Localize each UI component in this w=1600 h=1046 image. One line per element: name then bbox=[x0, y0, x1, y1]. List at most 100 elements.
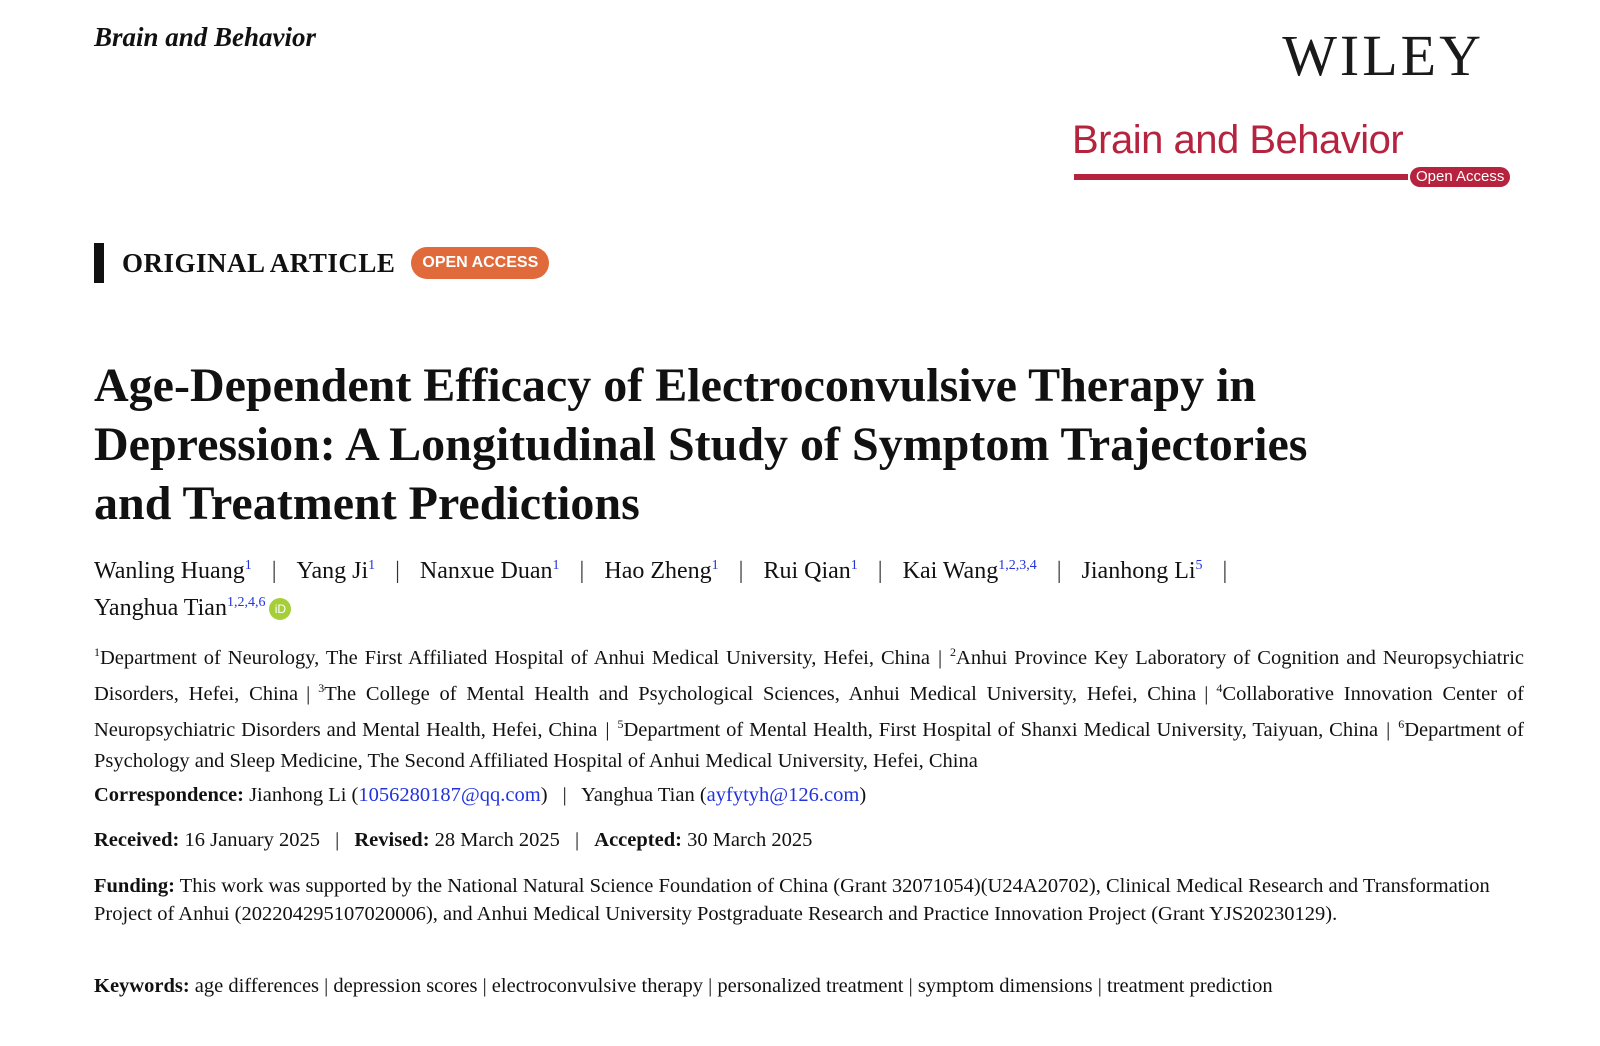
journal-logo-open-access: Open Access bbox=[1410, 167, 1511, 187]
author[interactable]: Wanling Huang1 bbox=[94, 558, 252, 584]
separator: | bbox=[324, 975, 329, 997]
author-separator: | bbox=[1222, 558, 1228, 584]
author[interactable]: Hao Zheng1 bbox=[604, 558, 718, 584]
separator: | bbox=[562, 784, 567, 806]
separator: | bbox=[908, 975, 913, 997]
correspondence-author: Jianhong Li ( bbox=[249, 784, 359, 806]
received-label: Received: bbox=[94, 829, 180, 851]
keyword: age differences bbox=[194, 975, 320, 997]
article-type-marker bbox=[94, 243, 104, 283]
separator: | bbox=[482, 975, 487, 997]
title-line: Depression: A Longitudinal Study of Symp… bbox=[94, 418, 1308, 471]
separator: | bbox=[708, 975, 713, 997]
author-separator: | bbox=[738, 558, 744, 584]
accepted-date: 30 March 2025 bbox=[687, 829, 813, 851]
author-name: Jianhong Li bbox=[1081, 558, 1196, 584]
author-affiliation-ref[interactable]: 1 bbox=[244, 558, 252, 573]
author[interactable]: Nanxue Duan1 bbox=[420, 558, 560, 584]
keyword: treatment prediction bbox=[1107, 975, 1273, 997]
author[interactable]: Kai Wang1,2,3,4 bbox=[903, 558, 1037, 584]
funding-text: This work was supported by the National … bbox=[94, 875, 1490, 925]
separator: | bbox=[605, 719, 610, 742]
author[interactable]: Rui Qian1 bbox=[763, 558, 857, 584]
affiliation-number: 5 bbox=[617, 717, 624, 732]
email-link[interactable]: 1056280187@qq.com bbox=[358, 784, 541, 806]
keyword: symptom dimensions bbox=[917, 975, 1093, 997]
accepted-label: Accepted: bbox=[594, 829, 682, 851]
affiliations: 1Department of Neurology, The First Affi… bbox=[94, 637, 1524, 776]
article-type: ORIGINAL ARTICLE OPEN ACCESS bbox=[94, 243, 550, 283]
author[interactable]: Yang Ji1 bbox=[297, 558, 376, 584]
affiliation: 6Department of Psychology and Sleep Medi… bbox=[94, 717, 1524, 772]
dates: Received: 16 January 2025 | Revised: 28 … bbox=[94, 826, 1514, 854]
author-name: Wanling Huang bbox=[94, 558, 245, 584]
article-type-label: ORIGINAL ARTICLE bbox=[122, 247, 396, 278]
keyword: depression scores bbox=[333, 975, 478, 997]
affiliation: 3The College of Mental Health and Psycho… bbox=[318, 681, 1197, 706]
separator: | bbox=[575, 829, 580, 851]
affiliation-text: Anhui Province Key Laboratory of Cogniti… bbox=[94, 646, 1524, 706]
author-affiliation-ref[interactable]: 1,2,3,4 bbox=[998, 558, 1037, 573]
affiliation: 2Anhui Province Key Laboratory of Cognit… bbox=[94, 645, 1524, 706]
author-name: Hao Zheng bbox=[604, 558, 712, 584]
separator: | bbox=[335, 829, 340, 851]
affiliation-number: 6 bbox=[1398, 717, 1405, 732]
author-affiliation-ref[interactable]: 1 bbox=[368, 558, 376, 573]
author-separator: | bbox=[579, 558, 585, 584]
separator: | bbox=[306, 683, 311, 706]
funding-label: Funding: bbox=[94, 875, 175, 897]
journal-logo: Brain and Behavior Open Access bbox=[1072, 118, 1520, 193]
affiliation-text: Department of Mental Health, First Hospi… bbox=[623, 719, 1379, 742]
keywords: Keywords: age differences | depression s… bbox=[94, 972, 1514, 1000]
author-list: Wanling Huang1 | Yang Ji1 | Nanxue Duan1 | Hao… bbox=[94, 550, 1514, 624]
affiliation-text: Collaborative Innovation Center of Neuro… bbox=[94, 683, 1524, 742]
email-link[interactable]: ayfytyh@126.com bbox=[706, 784, 860, 806]
funding: Funding: This work was supported by the … bbox=[94, 872, 1514, 928]
keyword: personalized treatment bbox=[717, 975, 904, 997]
paren: ) bbox=[540, 784, 548, 806]
author-separator: | bbox=[271, 558, 277, 584]
author-name: Nanxue Duan bbox=[419, 558, 553, 584]
keyword: electroconvulsive therapy bbox=[491, 975, 703, 997]
separator: | bbox=[937, 646, 943, 669]
separator: | bbox=[1097, 975, 1102, 997]
author-affiliation-ref[interactable]: 5 bbox=[1195, 558, 1203, 573]
author[interactable]: Yanghua Tian1,2,4,6 iD bbox=[94, 595, 292, 621]
author-name: Rui Qian bbox=[763, 558, 851, 584]
correspondence-author: Yanghua Tian ( bbox=[581, 784, 707, 806]
journal-logo-name: Brain and Behavior bbox=[1072, 118, 1404, 162]
affiliation-number: 2 bbox=[950, 645, 957, 659]
keywords-label: Keywords: bbox=[94, 975, 190, 997]
affiliation: 4Collaborative Innovation Center of Neur… bbox=[94, 681, 1524, 742]
affiliation-number: 4 bbox=[1216, 681, 1223, 696]
author-name: Yang Ji bbox=[296, 558, 369, 584]
author-name: Yanghua Tian bbox=[94, 595, 227, 621]
author-affiliation-ref[interactable]: 1 bbox=[711, 558, 719, 573]
correspondence: Correspondence: Jianhong Li (1056280187@… bbox=[94, 781, 1514, 809]
article-title: Age-Dependent Efficacy of Electroconvuls… bbox=[94, 356, 1554, 533]
publisher-logo: WILEY bbox=[1282, 23, 1484, 88]
affiliation-text: Department of Psychology and Sleep Medic… bbox=[94, 719, 1524, 772]
title-line: and Treatment Predictions bbox=[94, 477, 640, 530]
author[interactable]: Jianhong Li5 bbox=[1082, 558, 1203, 584]
journal-running-title: Brain and Behavior bbox=[94, 22, 317, 52]
title-line: Age-Dependent Efficacy of Electroconvuls… bbox=[94, 359, 1257, 412]
affiliation-text: Department of Neurology, The First Affil… bbox=[100, 646, 930, 669]
author-separator: | bbox=[1056, 558, 1062, 584]
separator: | bbox=[1204, 683, 1209, 706]
revised-label: Revised: bbox=[354, 829, 430, 851]
author-affiliation-ref[interactable]: 1,2,4,6 bbox=[226, 595, 266, 610]
revised-date: 28 March 2025 bbox=[434, 829, 560, 851]
affiliation-number: 1 bbox=[94, 645, 100, 659]
author-separator: | bbox=[395, 558, 400, 584]
author-affiliation-ref[interactable]: 1 bbox=[552, 558, 560, 573]
author-separator: | bbox=[877, 558, 883, 584]
affiliation: 5Department of Mental Health, First Hosp… bbox=[617, 717, 1379, 742]
orcid-icon[interactable]: iD bbox=[269, 598, 292, 620]
received-date: 16 January 2025 bbox=[184, 829, 321, 851]
correspondence-label: Correspondence: bbox=[94, 784, 244, 806]
author-affiliation-ref[interactable]: 1 bbox=[850, 558, 858, 573]
affiliation-number: 3 bbox=[318, 681, 325, 696]
separator: | bbox=[1386, 719, 1391, 742]
affiliation-text: The College of Mental Health and Psychol… bbox=[324, 683, 1197, 706]
